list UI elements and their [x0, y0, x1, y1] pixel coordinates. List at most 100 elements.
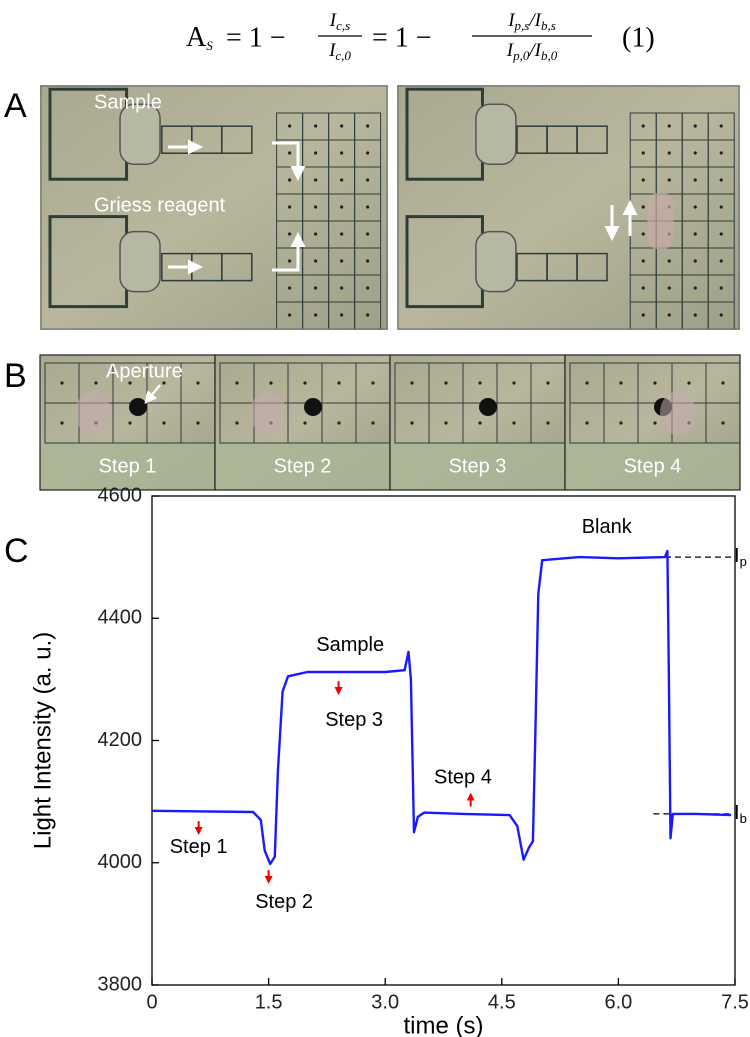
well-dot	[337, 421, 341, 425]
photo-band	[390, 443, 565, 490]
eq-op: = 1 −	[372, 22, 432, 53]
well-dot	[314, 124, 318, 128]
well-dot	[585, 421, 589, 425]
well-dot	[667, 124, 671, 128]
well-dot	[196, 381, 200, 385]
well-dot	[340, 151, 344, 155]
chamber	[475, 103, 517, 165]
well-dot	[314, 313, 318, 317]
mixed-droplet	[647, 193, 674, 249]
well-dot	[444, 421, 448, 425]
photo-band	[40, 443, 215, 490]
well-dot	[366, 286, 370, 290]
eq-op: = 1 −	[226, 22, 286, 53]
well-dot	[546, 421, 550, 425]
photo-background	[397, 85, 740, 330]
channel-cell	[221, 252, 253, 282]
chart: 3800 4000 4200 4400 4600 0 1.5 3.0 4.5 6.0 7.5 time…	[29, 484, 749, 1037]
well-dot	[371, 421, 375, 425]
reference-base: I	[734, 545, 740, 567]
well-dot	[162, 381, 166, 385]
well-dot	[667, 259, 671, 263]
x-tick-label: 1.5	[255, 991, 283, 1013]
eq-sub: b,s	[541, 18, 556, 33]
eq-base: A	[186, 22, 207, 53]
well-dot	[60, 381, 64, 385]
well-dot	[314, 286, 318, 290]
photo	[40, 85, 388, 330]
well-dot	[641, 178, 645, 182]
y-axis-label: Light Intensity (a. u.)	[29, 632, 56, 849]
frame	[397, 85, 740, 330]
eq-base: I	[534, 10, 543, 31]
well-dot	[667, 286, 671, 290]
x-tick-label: 6.0	[604, 991, 632, 1013]
well-dot	[288, 151, 292, 155]
well-dot	[288, 313, 292, 317]
well-dot	[340, 286, 344, 290]
photo-band	[565, 443, 740, 490]
well-dot	[478, 421, 482, 425]
well-dot	[585, 381, 589, 385]
eq-number: (1)	[622, 22, 655, 53]
eq-sub: b,0	[541, 48, 558, 63]
eq-den: Ic,0	[328, 40, 351, 63]
well-dot	[288, 178, 292, 182]
chamber	[119, 230, 161, 293]
well-dot	[653, 381, 657, 385]
well-dot	[340, 313, 344, 317]
eq-sub: p,s	[514, 18, 530, 33]
well-dot	[641, 313, 645, 317]
channel-cell	[576, 125, 608, 154]
panel-label: C	[4, 532, 29, 570]
channel-cell	[576, 252, 608, 282]
well-dot	[641, 151, 645, 155]
flow-arrows	[168, 139, 638, 275]
well-dot	[719, 124, 723, 128]
step-label: Step 4	[624, 455, 682, 477]
well-dot	[693, 124, 697, 128]
well-dot	[546, 381, 550, 385]
well-dot	[60, 421, 64, 425]
arrow	[144, 384, 161, 404]
well-dot	[314, 259, 318, 263]
step-label: Step 3	[449, 455, 507, 477]
photo-strip: Step 1 Step 2 Step 3 Step 4	[39, 354, 741, 491]
step-label: Step 2	[274, 455, 332, 477]
aperture	[129, 398, 147, 416]
well-dot	[128, 421, 132, 425]
well-dot	[721, 381, 725, 385]
chart-annotation: Step 2	[255, 891, 313, 913]
well-dot	[410, 421, 414, 425]
reference-label: Ip	[734, 545, 747, 569]
well-dot	[288, 124, 292, 128]
well-dot	[366, 313, 370, 317]
well-dot	[340, 232, 344, 236]
well-dot	[128, 381, 132, 385]
droplet	[75, 391, 111, 435]
eq-sep: /	[528, 10, 536, 31]
photo-annotation: Sample	[94, 91, 162, 113]
well-dot	[719, 205, 723, 209]
x-tick-label: 4.5	[488, 991, 516, 1013]
photo-band	[215, 443, 390, 490]
eq-base: I	[328, 40, 337, 61]
y-tick-label: 4400	[98, 607, 143, 629]
x-axis-label: time (s)	[404, 1012, 484, 1037]
well-dot	[340, 178, 344, 182]
eq-sep: /	[528, 40, 536, 61]
data-line	[151, 549, 732, 866]
arrow	[272, 232, 306, 272]
reference-sub: p	[740, 555, 747, 570]
reference-sub: b	[740, 811, 747, 826]
well-dot	[366, 151, 370, 155]
photo-annotation: Aperture	[106, 360, 183, 382]
x-tick-label: 0	[146, 991, 157, 1013]
well-dot	[687, 381, 691, 385]
arrow	[272, 141, 306, 181]
well-dot	[288, 259, 292, 263]
chart-annotation: Step 3	[325, 709, 383, 731]
well-dot	[478, 381, 482, 385]
eq-sub: p,0	[512, 48, 530, 63]
well-dot	[667, 313, 671, 317]
